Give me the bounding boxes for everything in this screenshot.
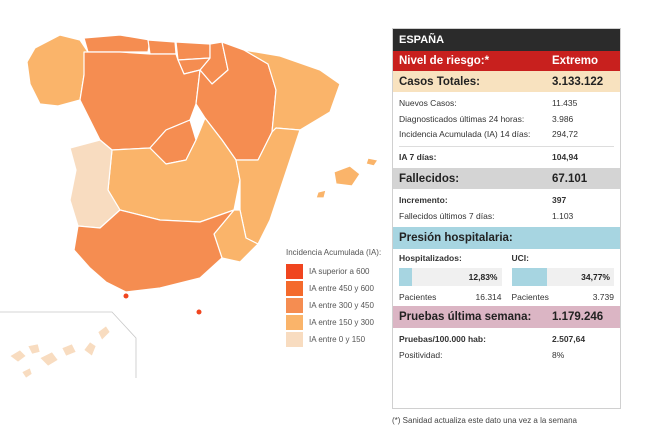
risk-value: Extremo xyxy=(552,55,599,67)
uci-col: UCI: 34,77% Pacientes 3.739 xyxy=(511,253,615,302)
incremento-value: 397 xyxy=(552,195,567,205)
pruebas-band: Pruebas última semana: 1.179.246 xyxy=(393,306,620,328)
ia7-value: 104,94 xyxy=(552,151,578,162)
hospitalizados-label: Hospitalizados: xyxy=(399,253,462,263)
region-ceuta[interactable] xyxy=(123,293,129,299)
stat-row: Nuevos Casos: 11.435 xyxy=(393,96,620,112)
presion-label: Presión hospitalaria: xyxy=(399,232,513,244)
hospitalizados-col: Hospitalizados: 12,83% Pacientes 16.314 xyxy=(399,253,502,302)
casos-totales-band: Casos Totales: 3.133.122 xyxy=(393,71,620,92)
pruebas-label: Pruebas última semana: xyxy=(399,311,532,323)
casos-totales-label: Casos Totales: xyxy=(399,75,480,88)
uci-pacientes-row: Pacientes 3.739 xyxy=(512,292,615,302)
legend-item: IA entre 0 y 150 xyxy=(286,331,381,347)
legend-title: Incidencia Acumulada (IA): xyxy=(286,248,382,257)
stat-row: Incidencia Acumulada (IA) 14 días: 294,72 xyxy=(393,127,620,143)
incremento-row: Incremento: 397 xyxy=(393,193,620,209)
legend-swatch xyxy=(286,297,303,313)
uci-bar-fill xyxy=(511,268,548,286)
canarias-frame xyxy=(0,311,137,378)
fallecidos-details: Incremento: 397 Fallecidos últimos 7 días… xyxy=(393,189,620,227)
pacientes-value: 3.739 xyxy=(592,292,614,302)
legend-swatch xyxy=(286,263,303,279)
region-galicia[interactable] xyxy=(26,34,89,107)
map-legend: Incidencia Acumulada (IA): IA superior a… xyxy=(286,248,381,348)
pacientes-value: 16.314 xyxy=(475,292,502,302)
uci-bar: 34,77% xyxy=(511,268,614,286)
stat-label: Incidencia Acumulada (IA) 14 días: xyxy=(399,129,531,139)
panel-header: ESPAÑA xyxy=(393,29,620,51)
pruebas-value: 1.179.246 xyxy=(552,311,604,323)
stats-panel: ESPAÑA Nivel de riesgo:* Extremo Casos T… xyxy=(392,28,621,409)
footnote: (*) Sanidad actualiza este dato una vez … xyxy=(392,416,578,425)
region-castilla-leon[interactable] xyxy=(79,51,201,151)
legend-item: IA superior a 600 xyxy=(286,263,381,279)
legend-swatch xyxy=(286,331,303,347)
stat-label: Positividad: xyxy=(399,349,443,360)
stat-label: Nuevos Casos: xyxy=(399,98,457,108)
region-baleares[interactable] xyxy=(315,157,379,199)
risk-label: Nivel de riesgo:* xyxy=(399,55,490,67)
legend-label: IA entre 0 y 150 xyxy=(309,334,366,344)
region-cantabria[interactable] xyxy=(147,39,177,55)
legend-label: IA entre 300 y 450 xyxy=(309,300,374,310)
fallecidos-7dias-value: 1.103 xyxy=(552,210,574,221)
legend-label: IA entre 450 y 600 xyxy=(309,283,374,293)
fallecidos-7dias-label: Fallecidos últimos 7 días: xyxy=(399,210,495,221)
legend-item: IA entre 450 y 600 xyxy=(286,280,381,296)
stat-value: 8% xyxy=(552,349,565,360)
stat-value: 3.986 xyxy=(552,113,574,124)
region-asturias[interactable] xyxy=(83,34,151,53)
region-melilla[interactable] xyxy=(196,309,202,315)
region-andalucia[interactable] xyxy=(73,209,235,293)
hospitalizados-pct: 12,83% xyxy=(468,272,498,282)
fallecidos-label: Fallecidos: xyxy=(399,172,460,185)
hospitalizados-bar-fill xyxy=(399,268,413,286)
presion-hospitalaria-band: Presión hospitalaria: xyxy=(393,227,620,249)
region-canarias[interactable] xyxy=(9,325,111,379)
stat-value: 294,72 xyxy=(552,129,578,139)
uci-label: UCI: xyxy=(511,253,529,263)
casos-totales-value: 3.133.122 xyxy=(552,75,604,88)
legend-swatch xyxy=(286,280,303,296)
legend-swatch xyxy=(286,314,303,330)
ia7-label: IA 7 días: xyxy=(399,151,437,162)
pacientes-label: Pacientes xyxy=(511,292,549,302)
fallecidos-band: Fallecidos: 67.101 xyxy=(393,168,620,189)
legend-label: IA superior a 600 xyxy=(309,266,370,276)
stat-value: 11.435 xyxy=(552,98,578,108)
region-valencia[interactable] xyxy=(235,127,301,245)
pruebas-details: Pruebas/100.000 hab: 2.507,64 Positividad… xyxy=(393,328,620,366)
risk-level-band: Nivel de riesgo:* Extremo xyxy=(393,51,620,71)
region-pais-vasco[interactable] xyxy=(175,41,211,61)
spain-map xyxy=(0,34,379,379)
stat-label: Diagnosticados últimas 24 horas: xyxy=(399,113,525,124)
pruebas-100k-row: Pruebas/100.000 hab: 2.507,64 xyxy=(393,332,620,348)
legend-label: IA entre 150 y 300 xyxy=(309,317,374,327)
positividad-row: Positividad: 8% xyxy=(393,348,620,364)
stat-label: Pruebas/100.000 hab: xyxy=(399,334,486,344)
uci-pct: 34,77% xyxy=(581,272,610,282)
casos-details: Nuevos Casos: 11.435 Diagnosticados últim… xyxy=(393,92,620,168)
legend-item: IA entre 300 y 450 xyxy=(286,297,381,313)
pacientes-label: Pacientes xyxy=(399,292,437,302)
hospitalizados-pacientes-row: Pacientes 16.314 xyxy=(399,292,502,302)
ia7-row: IA 7 días: 104,94 xyxy=(393,150,620,166)
stat-value: 2.507,64 xyxy=(552,334,586,344)
divider xyxy=(399,145,614,147)
hospitalizados-bar: 12,83% xyxy=(399,268,502,286)
hospital-pressure: Hospitalizados: 12,83% Pacientes 16.314 U… xyxy=(393,249,620,306)
legend-item: IA entre 150 y 300 xyxy=(286,314,381,330)
fallecidos-value: 67.101 xyxy=(552,172,588,185)
stat-row: Diagnosticados últimas 24 horas: 3.986 xyxy=(393,112,620,128)
incremento-label: Incremento: xyxy=(399,195,448,205)
fallecidos-7dias-row: Fallecidos últimos 7 días: 1.103 xyxy=(393,209,620,225)
